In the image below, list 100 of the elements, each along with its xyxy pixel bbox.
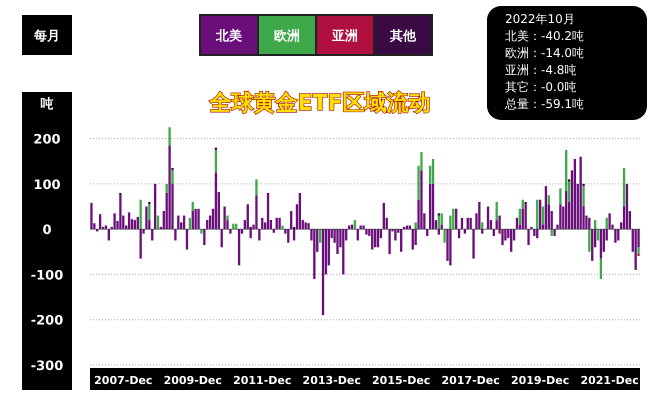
bar <box>394 229 397 240</box>
x-tick-label: 2013-Dec <box>302 374 361 387</box>
bar <box>342 229 344 274</box>
text: 欧洲 <box>274 29 300 44</box>
bar <box>438 229 440 235</box>
bar <box>464 229 466 234</box>
x-tick-label: 2009-Dec <box>164 374 222 387</box>
bar <box>192 211 194 230</box>
bar <box>408 226 412 230</box>
bar <box>478 202 480 230</box>
bar <box>235 224 238 230</box>
bar <box>108 229 110 240</box>
text: 亚洲 <box>331 29 358 44</box>
bar <box>522 200 524 209</box>
bar <box>492 229 495 236</box>
x-tick-label: 2017-Dec <box>442 374 500 387</box>
y-tick-label: 100 <box>33 178 61 193</box>
bar <box>220 229 223 248</box>
bar <box>113 213 116 230</box>
bar <box>614 229 617 243</box>
bar <box>481 229 484 234</box>
bar <box>455 208 458 230</box>
bar <box>98 214 102 230</box>
bar <box>278 218 281 230</box>
bar <box>466 218 469 230</box>
bar <box>470 218 472 230</box>
bar <box>258 229 260 240</box>
bar <box>588 229 590 252</box>
bar <box>374 229 376 248</box>
y-tick-label: 0 <box>42 223 52 238</box>
bar <box>272 229 275 233</box>
bar <box>524 202 527 204</box>
bar <box>232 224 234 230</box>
x-tick-label: 2007-Dec <box>94 374 152 387</box>
bar <box>498 229 501 234</box>
bar <box>496 202 498 220</box>
bar <box>538 200 542 230</box>
bar <box>250 229 252 238</box>
bar <box>250 226 252 230</box>
bar <box>449 229 452 266</box>
bar <box>414 222 417 230</box>
x-tick-label: 2019-Dec <box>510 374 570 387</box>
text: 2022年10月 <box>505 12 575 26</box>
text: 亚洲：-4.8吨 <box>505 63 576 77</box>
bar <box>140 200 142 230</box>
bar <box>426 229 428 236</box>
bar <box>119 192 122 196</box>
bar <box>634 229 637 270</box>
bar <box>591 229 594 261</box>
bar <box>533 229 536 236</box>
bar <box>290 211 292 230</box>
bar <box>168 145 171 230</box>
bar <box>203 229 206 245</box>
bar <box>481 222 484 230</box>
bar <box>550 229 553 236</box>
y-tick-label: -200 <box>30 314 64 329</box>
bar <box>524 204 527 230</box>
bar <box>154 184 156 230</box>
bar <box>194 208 197 230</box>
bar <box>428 184 432 230</box>
bar <box>440 213 443 225</box>
bar <box>166 184 168 193</box>
bar <box>565 190 568 230</box>
bar <box>276 218 278 230</box>
bar <box>440 224 443 230</box>
bar <box>304 222 307 230</box>
bar <box>606 218 608 230</box>
bar <box>588 218 590 230</box>
chart-title: 全球黄金ETF区域流动 <box>208 90 431 116</box>
bar <box>192 202 194 212</box>
bar <box>318 229 322 243</box>
bar <box>400 229 402 252</box>
bar <box>148 204 150 220</box>
bar <box>287 229 290 243</box>
bar <box>298 192 302 230</box>
text: 北美：-40.2吨 <box>505 29 584 43</box>
bar <box>134 220 136 230</box>
x-tick-label: 2021-Dec <box>580 374 639 387</box>
bar <box>168 127 171 146</box>
bar <box>559 204 562 230</box>
bar <box>617 229 620 240</box>
bar <box>412 229 414 250</box>
bar <box>261 218 264 230</box>
x-tick-label: 2015-Dec <box>372 374 430 387</box>
bar <box>553 229 556 236</box>
bar <box>452 208 454 230</box>
text: 其它：-0.0吨 <box>505 80 576 94</box>
text: 北美 <box>215 28 242 44</box>
bar <box>313 229 316 279</box>
bar <box>608 213 611 230</box>
bar <box>174 229 177 240</box>
y-tick-label: 200 <box>33 132 61 148</box>
bar <box>136 216 139 230</box>
x-tick-label: 2011-Dec <box>233 374 292 387</box>
bar <box>371 229 374 250</box>
bar <box>388 229 391 254</box>
bar <box>140 229 142 259</box>
bar <box>360 226 362 230</box>
y-tick-label: -300 <box>30 359 64 374</box>
bar <box>443 229 446 243</box>
